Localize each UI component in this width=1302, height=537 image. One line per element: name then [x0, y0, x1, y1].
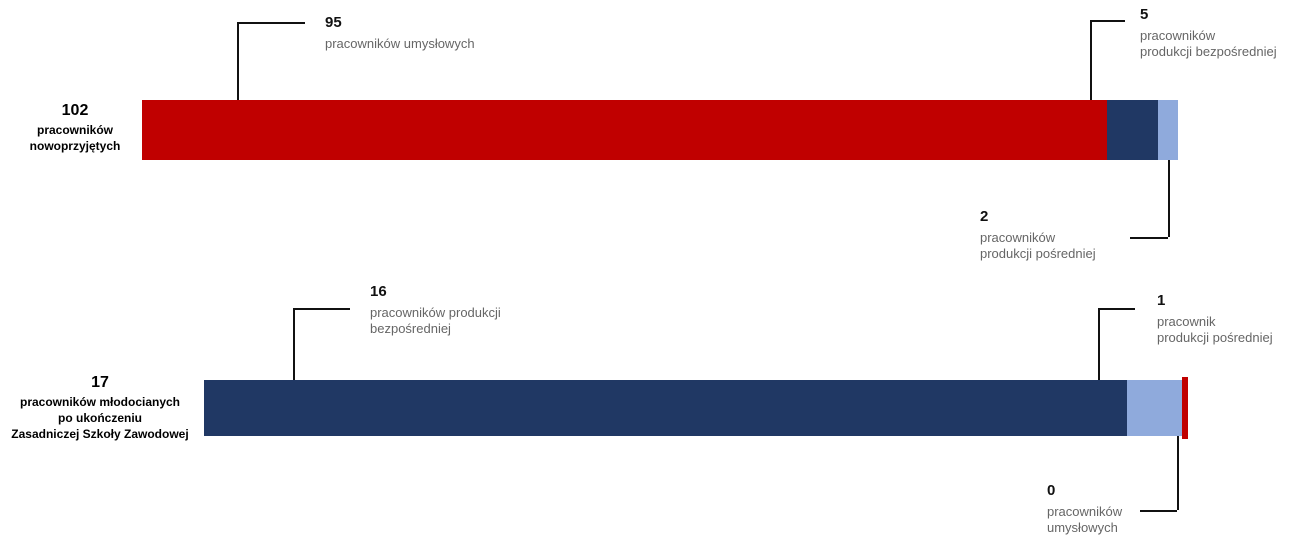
- total-value: 102: [61, 102, 89, 119]
- leader-line: [1090, 20, 1092, 100]
- bar-segment: [1157, 100, 1178, 160]
- series-name: pracowników umysłowych: [325, 36, 475, 51]
- leader-line: [1130, 237, 1168, 239]
- series-name: pracowników umysłowych: [1047, 504, 1123, 535]
- total-label: pracowników młodocianych po ukończeniu Z…: [11, 395, 189, 441]
- leader-line: [1098, 308, 1100, 380]
- series-name: pracowników produkcji bezpośredniej: [370, 305, 501, 336]
- value-label: 95: [325, 14, 342, 31]
- leader-line: [1098, 308, 1135, 310]
- series-name: pracowników produkcji pośredniej: [980, 230, 1096, 261]
- total-label: pracowników nowoprzyjętych: [29, 123, 121, 153]
- value-label: 2: [980, 208, 989, 225]
- value-label: 1: [1157, 292, 1166, 309]
- leader-line: [1140, 510, 1177, 512]
- leader-line: [1177, 436, 1179, 510]
- value-label: 0: [1047, 482, 1056, 499]
- total-value: 17: [91, 374, 109, 391]
- value-label: 5: [1140, 6, 1149, 23]
- leader-line: [293, 308, 350, 310]
- bar-segment: [142, 100, 1107, 160]
- leader-line: [237, 22, 305, 24]
- leader-line: [1168, 160, 1170, 237]
- leader-line: [1090, 20, 1125, 22]
- bar-segment: [204, 380, 1128, 436]
- series-name: pracowników produkcji bezpośredniej: [1140, 28, 1277, 59]
- leader-line: [237, 22, 239, 100]
- bar-segment: [1106, 100, 1158, 160]
- value-label: 16: [370, 283, 387, 300]
- series-name: pracownik produkcji pośredniej: [1157, 314, 1273, 345]
- leader-line: [293, 308, 295, 380]
- bar-segment: [1127, 380, 1185, 436]
